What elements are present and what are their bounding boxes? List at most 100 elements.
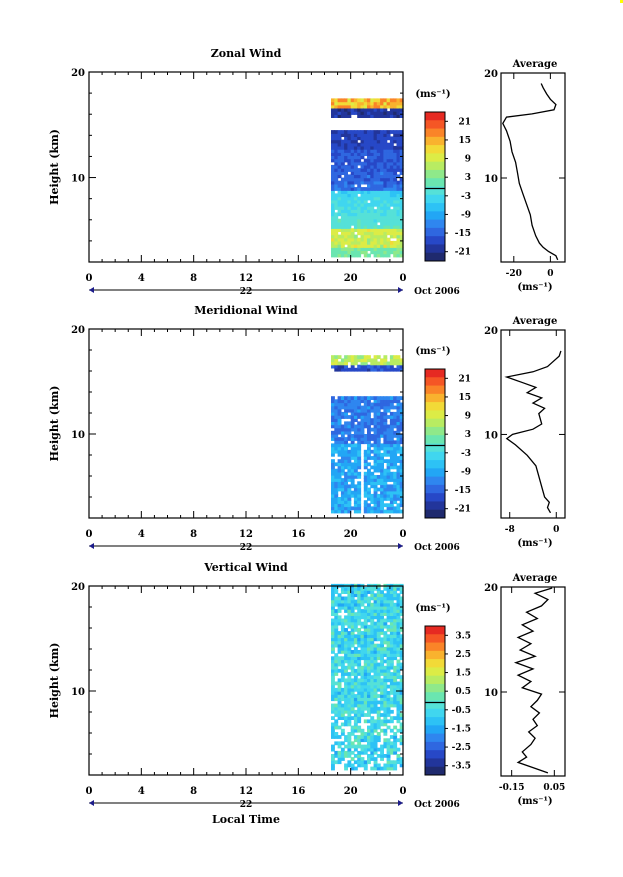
average-title: Average bbox=[512, 59, 558, 70]
heatmap-cell bbox=[334, 471, 339, 476]
heatmap-cell bbox=[353, 605, 358, 610]
heatmap-cell bbox=[370, 653, 375, 657]
heatmap-cell bbox=[399, 609, 404, 613]
heatmap-cell bbox=[399, 760, 404, 765]
heatmap-cell bbox=[334, 446, 339, 451]
heatmap-cell bbox=[334, 503, 339, 508]
heatmap-cell bbox=[350, 662, 355, 667]
heatmap-cell bbox=[393, 691, 398, 695]
heatmap-cell bbox=[334, 183, 339, 188]
heatmap-cell bbox=[340, 646, 345, 651]
heatmap-cell bbox=[376, 405, 381, 410]
heatmap-cell bbox=[367, 728, 371, 733]
heatmap-cell bbox=[386, 247, 391, 251]
heatmap-cell bbox=[350, 149, 355, 153]
heatmap-cell bbox=[331, 754, 335, 758]
heatmap-cell bbox=[383, 728, 388, 733]
heatmap-cell bbox=[386, 193, 391, 198]
heatmap-cell bbox=[347, 133, 352, 137]
colorbar-swatch bbox=[425, 642, 445, 652]
heatmap-cell bbox=[386, 415, 391, 419]
heatmap-cell bbox=[331, 361, 335, 366]
heatmap-cell bbox=[383, 449, 388, 454]
heatmap-cell bbox=[360, 421, 365, 426]
heatmap-cell bbox=[386, 599, 391, 604]
heatmap-cell bbox=[396, 361, 401, 366]
heatmap-cell bbox=[376, 656, 381, 661]
heatmap-cell bbox=[360, 396, 365, 400]
heatmap-cell bbox=[350, 668, 355, 673]
heatmap-cell bbox=[357, 218, 362, 223]
heatmap-cell bbox=[344, 446, 348, 451]
heatmap-cell bbox=[353, 247, 358, 251]
heatmap-cell bbox=[380, 250, 384, 255]
heatmap-cell bbox=[389, 509, 394, 514]
heatmap-cell bbox=[331, 402, 335, 407]
colorbar-swatch bbox=[425, 211, 445, 221]
heatmap-cell bbox=[344, 152, 348, 156]
heatmap-cell bbox=[340, 234, 345, 239]
heatmap-cell bbox=[350, 250, 355, 255]
heatmap-cell bbox=[386, 609, 391, 613]
heatmap-cell bbox=[370, 244, 375, 248]
heatmap-cell bbox=[350, 618, 355, 623]
heatmap-cell bbox=[389, 187, 394, 191]
heatmap-cell bbox=[396, 668, 401, 673]
heatmap-cell bbox=[340, 240, 345, 245]
average-title: Average bbox=[512, 573, 558, 584]
heatmap-cell bbox=[353, 228, 358, 232]
heatmap-cell bbox=[389, 750, 394, 755]
heatmap-cell bbox=[340, 643, 345, 648]
heatmap-cell bbox=[350, 111, 355, 115]
heatmap-cell bbox=[347, 605, 352, 610]
heatmap-cell bbox=[350, 634, 355, 639]
heatmap-cell bbox=[357, 618, 362, 623]
heatmap-cell bbox=[396, 212, 401, 217]
heatmap-cell bbox=[373, 672, 378, 676]
heatmap-cell bbox=[357, 609, 362, 613]
heatmap-cell bbox=[344, 509, 348, 514]
heatmap-cell bbox=[373, 706, 378, 711]
heatmap-cell bbox=[389, 465, 394, 470]
heatmap-cell bbox=[340, 754, 345, 758]
heatmap-cell bbox=[396, 700, 401, 705]
heatmap-cell bbox=[337, 506, 342, 511]
heatmap-cell bbox=[370, 475, 375, 479]
heatmap-cell bbox=[373, 104, 378, 109]
colorbar-swatch bbox=[425, 219, 445, 229]
heatmap-cell bbox=[373, 722, 378, 727]
heatmap-cell bbox=[350, 427, 355, 432]
heatmap-cell bbox=[331, 434, 335, 438]
heatmap-cell bbox=[331, 202, 335, 207]
heatmap-cell bbox=[337, 684, 342, 689]
heatmap-cell bbox=[373, 440, 378, 445]
heatmap-cell bbox=[363, 225, 368, 229]
heatmap-cell bbox=[340, 244, 345, 248]
heatmap-cell bbox=[337, 396, 342, 400]
heatmap-cell bbox=[373, 196, 378, 201]
heatmap-cell bbox=[376, 443, 381, 448]
heatmap-cell bbox=[383, 367, 388, 372]
heatmap-cell bbox=[353, 684, 358, 689]
heatmap-cell bbox=[389, 427, 394, 432]
heatmap-cell bbox=[370, 98, 375, 103]
day-span-arrow-left bbox=[89, 543, 94, 549]
colorbar-tick-label: 3 bbox=[465, 173, 471, 183]
heatmap-cell bbox=[363, 643, 368, 648]
heatmap-cell bbox=[383, 634, 388, 639]
heatmap-cell bbox=[357, 358, 362, 363]
heatmap-cell bbox=[344, 183, 348, 188]
heatmap-cell bbox=[396, 757, 401, 761]
heatmap-cell bbox=[389, 462, 394, 467]
heatmap-cell bbox=[376, 187, 381, 191]
day-span-arrow-left bbox=[89, 287, 94, 293]
heatmap-cell bbox=[380, 681, 384, 686]
heatmap-cell bbox=[363, 628, 368, 632]
heatmap-cell bbox=[396, 101, 401, 106]
heatmap-cell bbox=[370, 643, 375, 648]
heatmap-cell bbox=[347, 618, 352, 623]
heatmap-cell bbox=[334, 475, 339, 479]
heatmap-cell bbox=[399, 253, 404, 258]
heatmap-cell bbox=[363, 405, 368, 410]
heatmap-cell bbox=[396, 221, 401, 226]
